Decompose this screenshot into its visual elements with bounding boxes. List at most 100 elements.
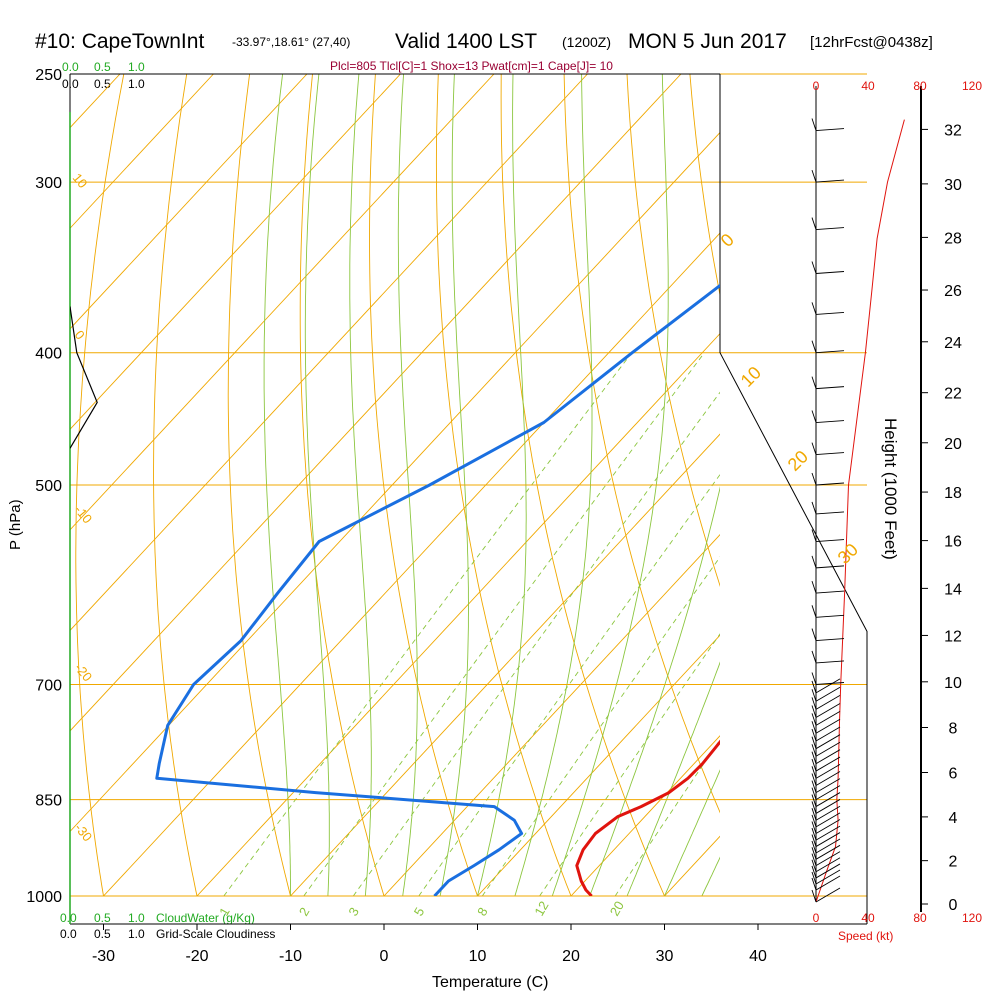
cloudiness-scale-top: 0.0 0.5 1.0 [62,77,145,91]
wind-barb-flag [811,555,817,569]
moist-adiabat [551,74,669,896]
wind-barb-flag [811,689,817,702]
wind-barb [815,819,841,834]
pressure-grid [70,73,867,897]
cloudiness-scale-bottom: 0.0 0.5 1.0 Grid-Scale Cloudiness [60,927,275,941]
wind-barb-flag [811,847,817,860]
wind-barb-flag [811,628,817,641]
speed-tick-label-bottom: 80 [913,911,927,925]
wind-barb [815,863,841,879]
wind-barb [815,614,845,618]
dry-adiabat [435,74,572,896]
wind-barb [815,539,845,542]
pressure-ticks: 250 300 400 500 700 850 1000 [26,67,62,906]
wind-barb-flag [811,697,817,710]
mixing-ratio-line [614,738,720,896]
wind-barb [815,128,845,131]
wind-barb-flag [811,814,817,828]
wind-barb [815,851,841,866]
dry-adiabat [227,74,291,896]
wind-barb-flag [811,605,817,618]
pressure-tick-label: 400 [35,346,62,363]
wind-barb [815,857,841,873]
mixing-ratio-line [539,633,720,896]
pressure-tick-label: 850 [35,793,62,810]
wind-speed-line [815,119,905,903]
wind-barb-flag [811,529,817,542]
moist-adiabat [263,74,291,896]
x-axis-title: Temperature (C) [432,974,548,991]
height-tick-label: 30 [944,177,962,194]
wind-barb-flag [811,758,817,772]
wind-barb-flag [811,680,817,694]
wind-barb-flag [811,821,817,834]
temperature-tick-label: -20 [185,948,208,965]
height-tick-label: 22 [944,386,962,403]
wind-barb [815,778,841,794]
wind-barb-flag [811,780,817,793]
wind-barb [815,825,841,841]
wind-barb [815,452,845,456]
wind-barb-flag [811,672,817,685]
isotherm-label-left: -30 [72,820,96,844]
cloudwater-scale-top: 0.0 0.5 1.0 [62,60,145,74]
dry-adiabat [369,74,478,896]
temperature-tick-label: 20 [562,948,580,965]
dry-adiabat [153,74,198,896]
mixing-ratio-label: 20 [607,898,627,918]
dry-adiabat-label-left: 10 [70,170,91,191]
wind-barb [815,838,841,854]
wind-barb-flag [811,442,817,455]
wind-barb [815,763,841,779]
isotherm [70,74,401,430]
wind-barb [815,511,845,515]
wind-barb [815,420,845,423]
cloudiness-profile [70,306,98,449]
dry-adiabat [75,74,125,896]
wind-barb-flag [811,472,817,486]
wind-barb-flag [811,794,817,807]
wind-barb [815,805,841,821]
wind-barb-flag [811,859,817,872]
height-tick-label: 26 [944,283,962,300]
wind-barb-flag [811,840,817,854]
surface-dewpoint-dot [454,898,462,906]
wind-barb-flag [811,705,817,718]
moist-adiabat [514,74,593,896]
moist-adiabat [664,769,720,896]
temperature-tick-label: 30 [656,948,674,965]
moist-adiabat [626,661,720,896]
height-tick-label: 18 [944,485,962,502]
wind-barb-flag [811,736,817,749]
wind-barb [815,350,845,354]
sounding-series [155,283,720,906]
mixing-ratio-line [481,556,720,896]
height-tick-label: 24 [944,335,962,352]
mixing-ratio-label: 2 [296,905,313,919]
pressure-tick-label: 700 [35,678,62,695]
wind-barb [815,227,845,231]
wind-barb [815,695,841,710]
mixing-ratio-label: 8 [474,905,491,919]
wind-barb-flag [811,118,817,131]
mixing-ratio-label: 12 [531,898,551,918]
wind-barb [815,638,845,642]
temperature-line [575,739,720,896]
temperature-ticks: -30 -20 -10 0 10 20 30 40 [92,924,767,965]
valid-zulu: (1200Z) [562,34,611,50]
wind-barb [815,749,841,765]
wind-barb-flag [811,773,817,786]
wind-barb-flag [811,853,817,866]
wind-barb-flag [811,501,817,515]
surface-temperature-dot [588,898,596,906]
cloudwater-scale-bottom: 0.0 0.5 1.0 CloudWater (g/Kg) [60,911,255,925]
speed-tick-label-top: 120 [962,79,982,93]
pressure-tick-label: 250 [35,67,62,84]
isotherm-label-right: 30 [834,540,862,568]
wind-barb [815,771,841,786]
wind-barb [815,311,845,315]
y-axis-title: P (hPa) [7,499,24,550]
wind-barb [815,875,841,891]
temperature-tick-label: 10 [469,948,487,965]
wind-barb-flag [811,877,817,891]
